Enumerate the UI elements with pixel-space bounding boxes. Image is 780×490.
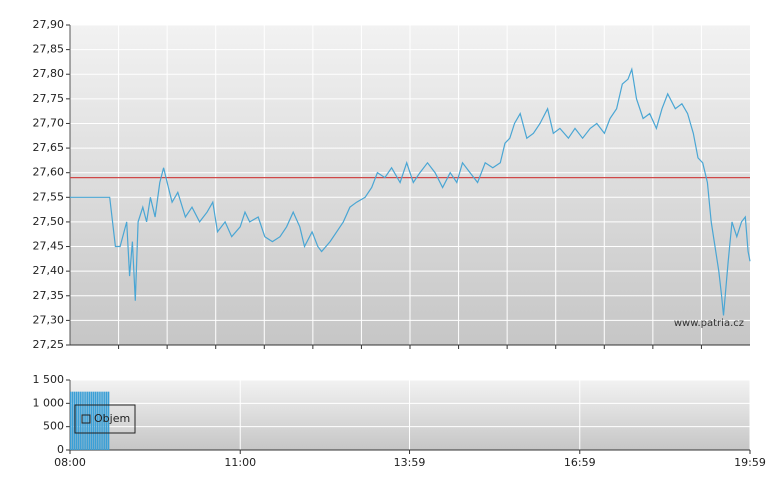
volume-bar xyxy=(96,391,98,450)
volume-bar xyxy=(104,391,106,450)
legend-label: Objem xyxy=(94,412,130,425)
y-tick-label: 0 xyxy=(57,443,64,456)
price-line xyxy=(70,66,751,316)
y-tick-label: 27,25 xyxy=(33,338,65,351)
volume-bar xyxy=(94,391,97,450)
volume-bar xyxy=(85,391,87,450)
y-tick-label: 500 xyxy=(43,420,64,433)
x-tick-label: 11:00 xyxy=(224,456,256,469)
volume-bar xyxy=(77,391,80,450)
volume-bar xyxy=(87,391,89,450)
x-tick-label: 19:59 xyxy=(734,456,766,469)
y-tick-label: 27,50 xyxy=(33,215,65,228)
x-tick-label: 16:59 xyxy=(564,456,596,469)
volume-bar xyxy=(71,391,74,450)
volume-bar xyxy=(102,391,104,450)
y-tick-label: 27,80 xyxy=(33,67,65,80)
y-tick-label: 27,35 xyxy=(33,289,65,302)
volume-bar xyxy=(100,391,102,450)
y-tick-label: 27,90 xyxy=(33,18,65,31)
volume-bar xyxy=(105,391,108,450)
y-tick-label: 1 500 xyxy=(33,373,65,386)
volume-bar xyxy=(92,391,95,450)
y-tick-label: 27,60 xyxy=(33,166,65,179)
y-tick-label: 27,40 xyxy=(33,264,65,277)
volume-bar xyxy=(83,391,85,450)
volume-bar xyxy=(98,391,100,450)
y-tick-label: 27,70 xyxy=(33,116,65,129)
x-tick-label: 08:00 xyxy=(54,456,86,469)
y-tick-label: 27,30 xyxy=(33,313,65,326)
x-tick-label: 13:59 xyxy=(394,456,426,469)
y-tick-label: 27,65 xyxy=(33,141,65,154)
volume-bar xyxy=(70,391,72,450)
legend-box xyxy=(74,404,136,434)
volume-bar xyxy=(79,391,81,450)
y-tick-label: 27,85 xyxy=(33,43,65,56)
y-tick-label: 1 000 xyxy=(33,396,65,409)
y-tick-label: 27,75 xyxy=(33,92,65,105)
watermark: www.patria.cz xyxy=(674,318,744,329)
volume-bar xyxy=(107,391,110,450)
y-tick-label: 27,55 xyxy=(33,190,65,203)
volume-bar xyxy=(75,391,78,450)
legend-swatch xyxy=(81,414,91,424)
volume-bar xyxy=(90,391,93,450)
y-tick-label: 27,45 xyxy=(33,240,65,253)
